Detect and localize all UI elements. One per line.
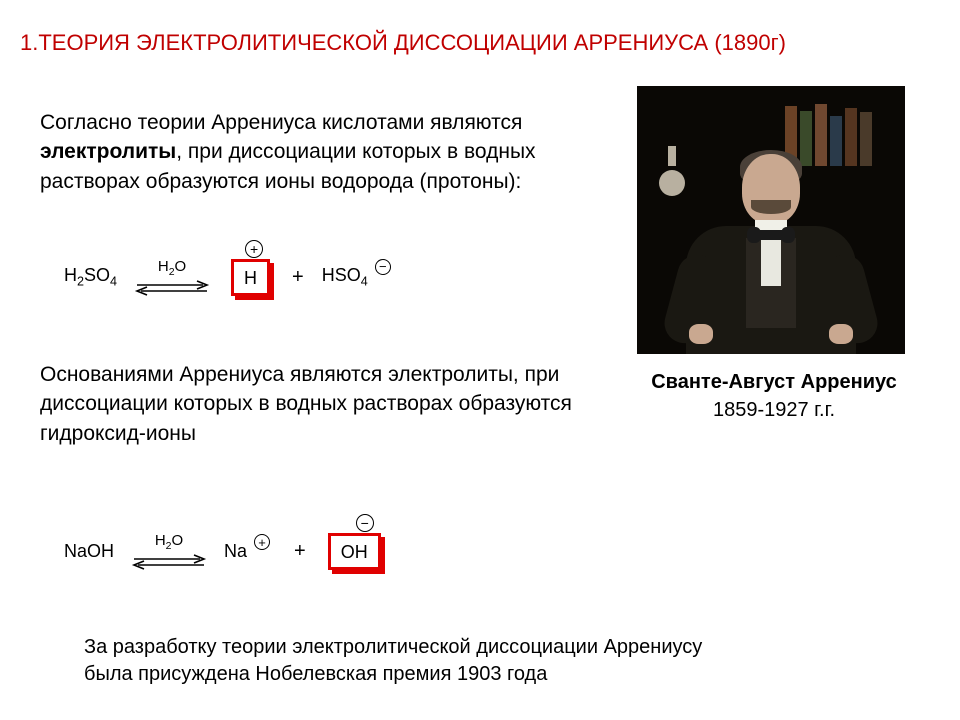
- eq1-boxed-charge: +: [245, 240, 263, 258]
- figure: [671, 144, 871, 354]
- eq1-plus: +: [292, 266, 304, 289]
- eq2-prod1-charge: +: [254, 534, 270, 550]
- footnote-l1: За разработку теории электролитической д…: [84, 636, 702, 658]
- eq2-boxed-product: − OH: [328, 533, 381, 570]
- paragraph-acids: Согласно теории Аррениуса кислотами явля…: [40, 108, 580, 196]
- arrhenius-portrait: [637, 86, 905, 354]
- eq1-reagent: H2SO4: [64, 265, 117, 289]
- eq2-boxed-charge: −: [356, 514, 374, 532]
- eq2-plus: +: [294, 540, 306, 563]
- eq2-arrow: H2O: [130, 532, 208, 570]
- eq2-product1: Na +: [224, 541, 270, 562]
- paragraph-bases: Основаниями Аррениуса являются электроли…: [40, 360, 580, 448]
- footnote-l2: была присуждена Нобелевская премия 1903 …: [84, 663, 547, 685]
- eq2-reagent: NaOH: [64, 541, 114, 562]
- slide-title: 1.ТЕОРИЯ ЭЛЕКТРОЛИТИЧЕСКОЙ ДИССОЦИАЦИИ А…: [20, 30, 786, 56]
- caption-name: Сванте-Август Аррениус: [624, 368, 924, 396]
- footnote-nobel: За разработку теории электролитической д…: [84, 634, 884, 688]
- eq1-boxed-product: + H: [231, 259, 270, 296]
- eq1-prod2-charge: −: [375, 259, 391, 275]
- equation-acid-dissociation: H2SO4 H2O + H + HSO4 −: [60, 258, 395, 296]
- equation-base-dissociation: NaOH H2O Na + + − OH: [60, 532, 389, 570]
- eq1-product2: HSO4 −: [322, 265, 391, 289]
- para1-b: электролиты: [40, 140, 176, 163]
- eq1-arrow: H2O: [133, 258, 211, 296]
- portrait-caption: Сванте-Август Аррениус 1859-1927 г.г.: [624, 368, 924, 424]
- caption-years: 1859-1927 г.г.: [624, 396, 924, 424]
- para1-a: Согласно теории Аррениуса кислотами явля…: [40, 111, 522, 134]
